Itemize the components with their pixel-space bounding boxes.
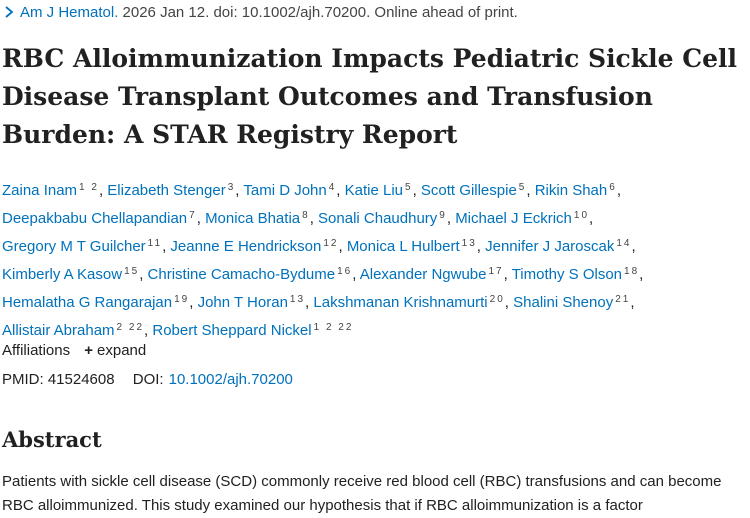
author-affiliation-numbers[interactable]: 6: [609, 182, 617, 193]
author-name-link[interactable]: Alexander Ngwube: [359, 266, 487, 283]
author-name-link[interactable]: Michael J Eckrich: [455, 210, 572, 227]
author-name-link[interactable]: Robert Sheppard Nickel: [152, 322, 312, 339]
author-name-link[interactable]: Sonali Chaudhury: [318, 210, 438, 227]
doi-link[interactable]: 10.1002/ajh.70200: [168, 371, 293, 388]
author-entry: Jennifer J Jaroscak 14,: [485, 238, 636, 255]
author-name-link[interactable]: Elizabeth Stenger: [107, 182, 226, 199]
article-page: Am J Hematol. 2026 Jan 12. doi: 10.1002/…: [2, 3, 742, 514]
author-entry: Zaina Inam 1 2,: [2, 182, 104, 199]
author-name-link[interactable]: Shalini Shenoy: [513, 294, 614, 311]
plus-icon[interactable]: +: [84, 342, 94, 359]
author-name-link[interactable]: Tami D John: [243, 182, 327, 199]
author-name-link[interactable]: Lakshmanan Krishnamurti: [313, 294, 488, 311]
author-entry: Jeanne E Hendrickson 12,: [170, 238, 343, 255]
chevron-right-icon[interactable]: [2, 5, 16, 19]
author-affiliation-numbers[interactable]: 4: [328, 182, 337, 193]
author-name-link[interactable]: Timothy S Olson: [511, 266, 623, 283]
author-entry: Allistair Abraham 2 22,: [2, 322, 149, 339]
author-name-link[interactable]: Christine Camacho-Bydume: [147, 266, 336, 283]
author-entry: Katie Liu 5,: [344, 182, 417, 199]
author-entry: Christine Camacho-Bydume 16,: [147, 266, 357, 283]
pmid-label: PMID:: [2, 371, 44, 388]
author-name-link[interactable]: Deepakbabu Chellapandian: [2, 210, 188, 227]
author-affiliation-numbers[interactable]: 15: [124, 266, 140, 277]
author-name-link[interactable]: Allistair Abraham: [2, 322, 115, 339]
author-entry: Lakshmanan Krishnamurti 20,: [313, 294, 509, 311]
author-entry: Elizabeth Stenger 3,: [107, 182, 240, 199]
author-name-link[interactable]: Katie Liu: [344, 182, 404, 199]
author-affiliation-numbers[interactable]: 11: [147, 238, 163, 249]
affiliations-row: Affiliations + expand: [2, 341, 146, 361]
author-entry: John T Horan 13,: [197, 294, 310, 311]
author-name-link[interactable]: Monica Bhatia: [205, 210, 301, 227]
author-entry: Monica Bhatia 8,: [205, 210, 314, 227]
author-entry: Robert Sheppard Nickel 1 2 22: [152, 322, 353, 339]
author-list: Zaina Inam 1 2, Elizabeth Stenger 3, Tami …: [2, 175, 742, 343]
author-affiliation-numbers[interactable]: 12: [323, 238, 339, 249]
author-name-link[interactable]: John T Horan: [197, 294, 288, 311]
pmid-value: 41524608: [47, 371, 115, 388]
author-affiliation-numbers[interactable]: 8: [302, 210, 310, 221]
author-affiliation-numbers[interactable]: 1 2 22: [313, 322, 354, 333]
author-affiliation-numbers[interactable]: 17: [488, 266, 504, 277]
author-entry: Michael J Eckrich 10,: [455, 210, 594, 227]
author-affiliation-numbers[interactable]: 1 2: [79, 182, 99, 193]
abstract-heading: Abstract: [2, 427, 102, 452]
author-affiliation-numbers[interactable]: 14: [616, 238, 632, 249]
author-affiliation-numbers[interactable]: 20: [489, 294, 505, 305]
author-entry: Sonali Chaudhury 9,: [318, 210, 452, 227]
author-affiliation-numbers[interactable]: 13: [289, 294, 306, 305]
identifiers: PMID: 41524608 DOI: 10.1002/ajh.70200: [2, 370, 293, 390]
author-entry: Kimberly A Kasow 15,: [2, 266, 144, 283]
author-entry: Shalini Shenoy 21,: [513, 294, 635, 311]
author-name-link[interactable]: Kimberly A Kasow: [2, 266, 123, 283]
citation-details: 2026 Jan 12. doi: 10.1002/ajh.70200. Onl…: [122, 4, 518, 21]
author-name-link[interactable]: Monica L Hulbert: [346, 238, 460, 255]
citation-line: Am J Hematol. 2026 Jan 12. doi: 10.1002/…: [2, 3, 518, 23]
author-affiliation-numbers[interactable]: 9: [439, 210, 447, 221]
author-affiliation-numbers[interactable]: 18: [624, 266, 640, 277]
author-entry: Gregory M T Guilcher 11,: [2, 238, 167, 255]
affiliations-label: Affiliations: [2, 342, 71, 359]
author-entry: Monica L Hulbert 13,: [346, 238, 481, 255]
journal-link[interactable]: Am J Hematol.: [20, 4, 119, 21]
author-name-link[interactable]: Jennifer J Jaroscak: [485, 238, 615, 255]
author-name-link[interactable]: Gregory M T Guilcher: [2, 238, 146, 255]
author-entry: Timothy S Olson 18,: [511, 266, 644, 283]
author-entry: Alexander Ngwube 17,: [359, 266, 508, 283]
author-affiliation-numbers[interactable]: 5: [518, 182, 527, 193]
expand-affiliations-button[interactable]: expand: [97, 342, 147, 359]
author-entry: Hemalatha G Rangarajan 19,: [2, 294, 194, 311]
doi-label: DOI:: [132, 371, 164, 388]
author-affiliation-numbers[interactable]: 13: [461, 238, 477, 249]
article-title: RBC Alloimmunization Impacts Pediatric S…: [2, 44, 738, 149]
author-affiliation-numbers[interactable]: 5: [405, 182, 413, 193]
author-name-link[interactable]: Zaina Inam: [2, 182, 78, 199]
author-entry: Scott Gillespie 5,: [420, 182, 531, 199]
author-name-link[interactable]: Hemalatha G Rangarajan: [2, 294, 173, 311]
author-affiliation-numbers[interactable]: 3: [227, 182, 236, 193]
author-affiliation-numbers[interactable]: 10: [573, 210, 590, 221]
author-affiliation-numbers[interactable]: 19: [174, 294, 190, 305]
author-affiliation-numbers[interactable]: 2 22: [116, 322, 145, 333]
author-affiliation-numbers[interactable]: 7: [189, 210, 197, 221]
abstract-text: Patients with sickle cell disease (SCD) …: [2, 473, 722, 514]
author-entry: Tami D John 4,: [243, 182, 341, 199]
author-entry: Deepakbabu Chellapandian 7,: [2, 210, 201, 227]
author-name-link[interactable]: Rikin Shah: [534, 182, 608, 199]
author-affiliation-numbers[interactable]: 21: [615, 294, 631, 305]
author-name-link[interactable]: Scott Gillespie: [420, 182, 517, 199]
author-entry: Rikin Shah 6,: [534, 182, 621, 199]
author-name-link[interactable]: Jeanne E Hendrickson: [170, 238, 322, 255]
author-affiliation-numbers[interactable]: 16: [337, 266, 353, 277]
